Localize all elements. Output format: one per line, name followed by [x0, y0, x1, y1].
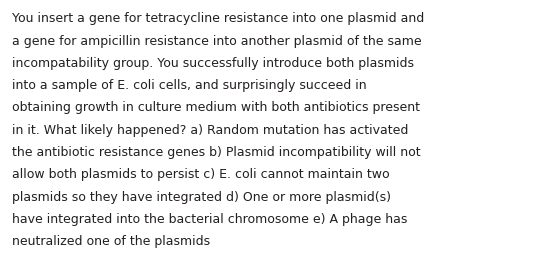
Text: a gene for ampicillin resistance into another plasmid of the same: a gene for ampicillin resistance into an…	[12, 35, 422, 48]
Text: neutralized one of the plasmids: neutralized one of the plasmids	[12, 235, 210, 248]
Text: You insert a gene for tetracycline resistance into one plasmid and: You insert a gene for tetracycline resis…	[12, 12, 425, 25]
Text: have integrated into the bacterial chromosome e) A phage has: have integrated into the bacterial chrom…	[12, 213, 408, 226]
Text: obtaining growth in culture medium with both antibiotics present: obtaining growth in culture medium with …	[12, 101, 420, 115]
Text: allow both plasmids to persist c) E. coli cannot maintain two: allow both plasmids to persist c) E. col…	[12, 168, 390, 181]
Text: into a sample of E. coli cells, and surprisingly succeed in: into a sample of E. coli cells, and surp…	[12, 79, 367, 92]
Text: plasmids so they have integrated d) One or more plasmid(s): plasmids so they have integrated d) One …	[12, 191, 391, 204]
Text: the antibiotic resistance genes b) Plasmid incompatibility will not: the antibiotic resistance genes b) Plasm…	[12, 146, 421, 159]
Text: incompatability group. You successfully introduce both plasmids: incompatability group. You successfully …	[12, 57, 414, 70]
Text: in it. What likely happened? a) Random mutation has activated: in it. What likely happened? a) Random m…	[12, 124, 408, 137]
